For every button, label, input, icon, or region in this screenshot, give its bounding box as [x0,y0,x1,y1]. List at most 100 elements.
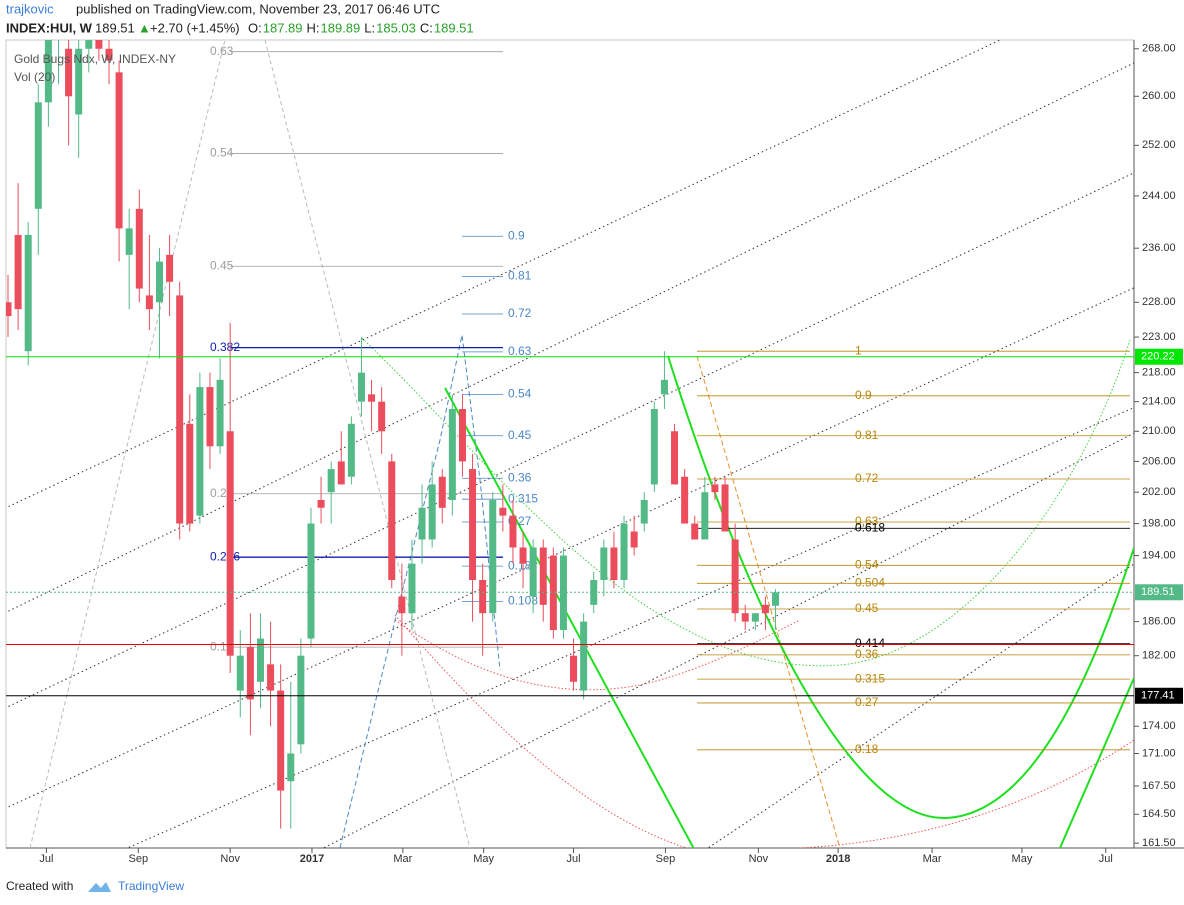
candle-body [549,555,557,631]
y-tick-label: 167.50 [1142,780,1176,792]
y-tick-label: 202.00 [1142,486,1176,498]
legend-title: Gold Bugs Ndx, W, INDEX-NY [14,52,176,66]
fib-label: 0.9 [855,388,872,402]
candle-body [620,523,628,581]
price-tag-label: 177.41 [1141,690,1175,702]
y-tick-label: 210.00 [1142,425,1176,437]
candle-body [357,372,365,402]
candle-body [236,655,244,691]
candle-body [761,604,769,614]
x-tick-label: Nov [749,853,769,865]
candle-body [721,484,729,532]
channel-lines [6,40,1134,848]
candle-body [317,499,325,508]
candle-body [499,507,507,516]
green-curve [667,355,1134,820]
green-line-2 [1059,677,1134,848]
x-tick-label: 2017 [300,853,324,865]
fib-label: 0.54 [210,146,234,160]
candle-body [65,48,73,97]
y-tick-label: 194.00 [1142,549,1176,561]
candle-body [155,261,163,303]
author[interactable]: trajkovic [6,1,54,16]
fib-label: 0.18 [855,742,879,756]
tv-logo[interactable]: TradingView [88,879,184,893]
candle-body [75,48,83,115]
candle-body [671,431,679,485]
candle-body [438,476,446,508]
candle-body [145,295,153,310]
candle-body [539,547,547,605]
candle-body [34,102,42,209]
change: +2.70 (+1.45%) [150,20,240,35]
fib-label: 0.315 [855,671,885,685]
y-tick-label: 228.00 [1142,296,1176,308]
candle-body [418,507,426,540]
candle-body [256,638,264,682]
fib-label: 0.504 [855,575,885,589]
candle-body [14,234,22,310]
green-line [444,387,695,848]
candle-body [640,499,648,524]
fib-label: 0.382 [210,340,240,354]
ohlc: O: 187.89 H: 189.89 L: 185.03 C: 189.51 [248,20,474,35]
candle-body [388,461,396,581]
fib-label: 0.54 [508,387,532,401]
y-tick-label: 182.00 [1142,650,1176,662]
candle-body [347,423,355,477]
green-arc [361,337,1131,667]
y-tick-label: 223.00 [1142,331,1176,343]
ohlc-key: O: [248,20,262,35]
fib-label: 1 [855,343,862,357]
candle-body [307,523,315,639]
candle-body [448,409,456,500]
candle-body [570,655,578,682]
price-tag [1135,687,1183,704]
fib-label: 0.108 [508,594,538,608]
tv-icon [88,882,111,892]
fib-label: 0.45 [508,428,532,442]
y-tick-label: 174.00 [1142,720,1176,732]
price-tag [1135,584,1183,601]
candle-body [267,664,275,691]
candle-body [206,387,214,447]
x-tick-label: Mar [923,853,942,865]
candle-body [85,40,93,49]
candle-body [44,40,52,103]
y-tick-label: 186.00 [1142,616,1176,628]
x-tick-label: May [1012,853,1033,865]
price-tag-label: 220.22 [1141,351,1175,363]
candle-body [681,476,689,524]
fib-label: 0.63 [210,44,234,58]
footer-brand[interactable]: TradingView [118,879,184,893]
price-tag [1135,348,1183,365]
y-tick-label: 171.00 [1142,747,1176,759]
last-price: 189.51 [95,20,135,35]
ohlc-key: H: [307,20,320,35]
gray-fan [29,40,471,848]
candle-body [6,302,12,317]
candle-body [428,484,436,540]
candle-body [458,409,466,462]
candle-body [489,499,497,614]
change-arrow: ▲ [138,20,151,35]
candle-body [398,596,406,614]
ohlc-value: 187.89 [263,20,303,35]
y-tick-label: 244.00 [1142,190,1176,202]
candle-body [711,484,719,493]
fib-label: 0.45 [855,601,879,615]
candle-body [559,555,567,631]
candle-body [731,539,739,614]
published: published on TradingView.com, November 2… [76,1,440,16]
candle-body [701,492,709,540]
fib-levels: 0.63 0.54 0.45 0.382 0.27 0.236 0.18 0.9 0.81 0.7… [210,44,1130,756]
candle-body [105,48,113,61]
candle-body [176,295,184,524]
candle-body [327,469,335,493]
y-tick-label: 236.00 [1142,242,1176,254]
candle-body [691,523,699,540]
fib-label: 0.9 [508,228,525,242]
candle-body [196,387,204,516]
candle-body [368,394,376,402]
